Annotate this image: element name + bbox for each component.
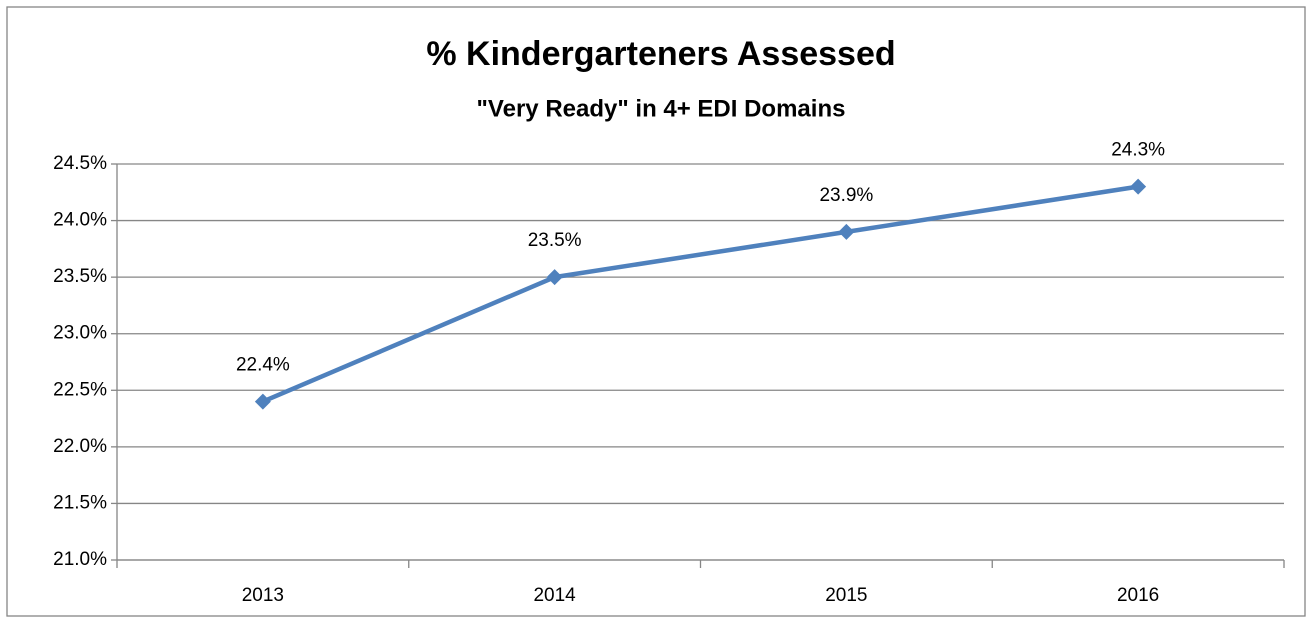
y-tick-label: 24.0%	[53, 210, 107, 231]
x-tick-label: 2015	[825, 585, 867, 606]
chart-title: % Kindergarteners Assessed	[426, 35, 895, 73]
y-tick-label: 22.0%	[53, 436, 107, 457]
data-label: 24.3%	[1111, 140, 1165, 161]
x-tick-label: 2016	[1117, 585, 1159, 606]
y-tick-label: 23.0%	[53, 323, 107, 344]
y-tick-label: 24.5%	[53, 153, 107, 174]
chart-border	[6, 6, 1306, 617]
marker	[838, 223, 855, 240]
marker	[546, 269, 563, 286]
marker	[1130, 178, 1147, 195]
x-tick-label: 2013	[242, 585, 284, 606]
y-tick-label: 22.5%	[53, 379, 107, 400]
x-tick-label: 2014	[533, 585, 576, 606]
y-tick-label: 21.0%	[53, 549, 107, 570]
data-label: 23.9%	[819, 185, 873, 206]
data-label: 22.4%	[236, 355, 290, 376]
y-tick-label: 21.5%	[53, 492, 107, 513]
series-line	[261, 184, 1139, 404]
marker	[254, 393, 271, 410]
data-label: 23.5%	[528, 230, 582, 251]
y-tick-label: 23.5%	[53, 266, 107, 287]
chart-subtitle: "Very Ready" in 4+ EDI Domains	[477, 95, 846, 122]
